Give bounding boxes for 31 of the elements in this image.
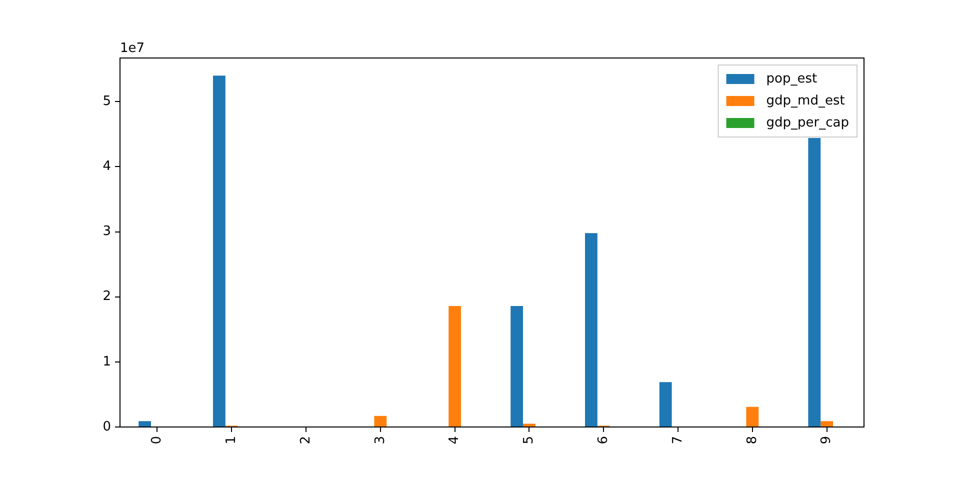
bar	[374, 416, 387, 426]
x-tick-label: 5	[522, 436, 537, 444]
x-tick-label: 3	[372, 436, 388, 444]
bar	[820, 421, 833, 426]
y-tick-label: 3	[102, 224, 111, 240]
legend-label: pop_est	[766, 71, 818, 86]
x-tick-label: 8	[744, 436, 760, 444]
bar	[138, 421, 151, 426]
x-tick-label: 4	[447, 436, 462, 444]
bar	[746, 406, 759, 426]
legend-label: gdp_md_est	[766, 93, 845, 108]
x-tick-label: 9	[819, 436, 834, 444]
bar	[523, 424, 536, 426]
y-tick-label: 5	[102, 94, 111, 109]
x-tick-label: 2	[298, 436, 314, 444]
x-tick-label: 0	[150, 436, 165, 444]
x-tick-label: 7	[670, 436, 686, 444]
y-tick-label: 2	[102, 289, 111, 304]
bar	[448, 306, 461, 426]
y-tick-label: 4	[102, 159, 111, 174]
x-tick-label: 6	[596, 436, 611, 444]
text: 1e7	[120, 41, 145, 56]
bar	[808, 138, 821, 426]
x-tick-label: 1	[224, 436, 239, 444]
y-tick-label: 0	[102, 419, 111, 434]
bar	[213, 76, 226, 426]
y-tick-label: 1	[102, 354, 111, 370]
legend-label: gdp_per_cap	[766, 115, 849, 130]
bar	[585, 233, 598, 426]
bar	[510, 306, 523, 426]
bar	[659, 382, 672, 426]
